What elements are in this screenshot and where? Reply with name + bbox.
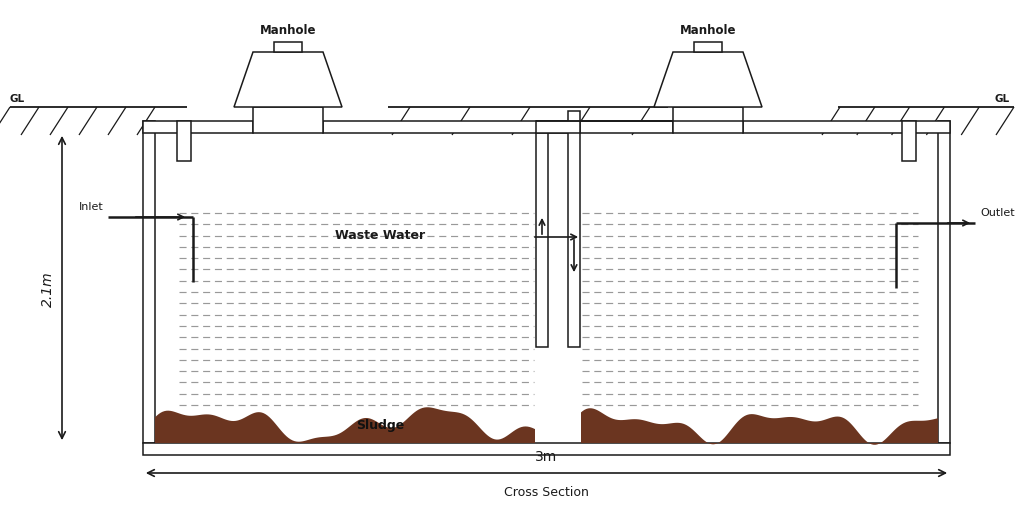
Bar bbox=[323, 122, 673, 134]
Text: GL: GL bbox=[10, 94, 26, 104]
Bar bbox=[143, 122, 253, 134]
Bar bbox=[536, 134, 548, 347]
Bar bbox=[536, 122, 580, 134]
Text: Manhole: Manhole bbox=[260, 24, 316, 37]
Text: GL: GL bbox=[995, 94, 1010, 104]
Bar bbox=[673, 108, 743, 134]
Polygon shape bbox=[155, 408, 535, 443]
Text: Manhole: Manhole bbox=[680, 24, 736, 37]
Bar bbox=[143, 443, 950, 455]
Bar bbox=[274, 43, 302, 53]
Bar bbox=[694, 43, 722, 53]
Bar bbox=[938, 122, 950, 443]
Polygon shape bbox=[654, 53, 762, 108]
Polygon shape bbox=[581, 409, 938, 445]
Bar bbox=[743, 122, 950, 134]
Bar bbox=[177, 122, 191, 162]
Bar bbox=[143, 122, 155, 443]
Text: 2.1m: 2.1m bbox=[41, 271, 55, 306]
Bar bbox=[253, 108, 323, 134]
Text: Sludge: Sludge bbox=[356, 419, 404, 432]
Text: Inlet: Inlet bbox=[79, 201, 104, 212]
Text: Outlet: Outlet bbox=[980, 208, 1015, 218]
Polygon shape bbox=[234, 53, 342, 108]
Text: Cross Section: Cross Section bbox=[504, 485, 589, 498]
Bar bbox=[568, 112, 580, 347]
Text: 3m: 3m bbox=[536, 449, 558, 463]
Text: Waste Water: Waste Water bbox=[335, 229, 425, 242]
Bar bbox=[902, 122, 916, 162]
